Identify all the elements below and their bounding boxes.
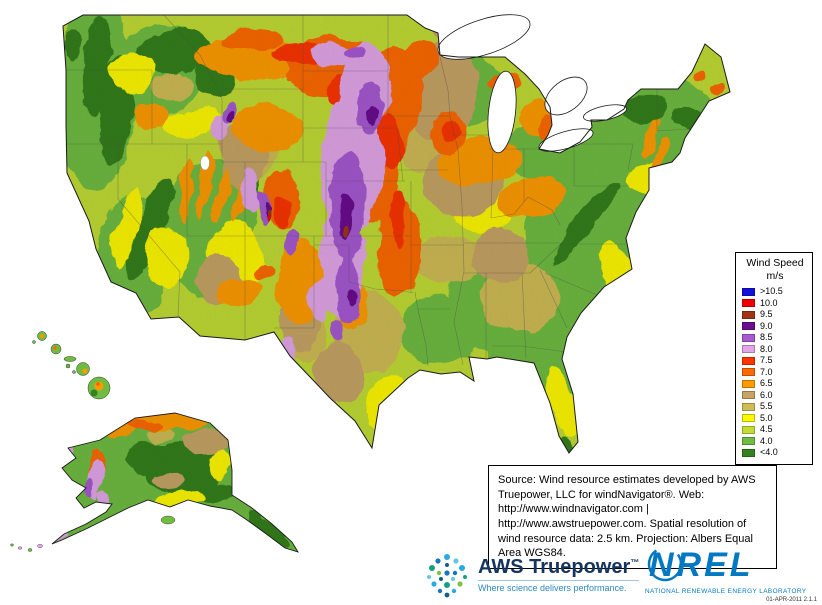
legend-swatch — [742, 368, 755, 377]
state-borders — [64, 15, 689, 367]
legend-entry: 4.0 — [742, 436, 808, 448]
nrel-wordmark: NREL — [649, 546, 754, 584]
great-salt-lake — [200, 155, 210, 171]
legend-swatch — [742, 391, 755, 400]
alaska-outline — [51, 412, 299, 553]
legend-label: 6.0 — [760, 389, 773, 400]
legend-swatch — [742, 379, 755, 388]
aws-trademark: ™ — [630, 557, 640, 568]
map-version-text: 01-APR-2011 2.1.1 — [766, 597, 817, 603]
legend-label: 9.0 — [760, 320, 773, 331]
lower48-region — [62, 14, 731, 454]
legend-entry: 6.0 — [742, 390, 808, 402]
lake-michigan — [487, 70, 517, 154]
nrel-logo: NREL NATIONAL RENEWABLE ENERGY LABORATOR… — [645, 542, 817, 603]
aws-tagline: Where science delivers performance. — [478, 580, 640, 593]
legend-label: <4.0 — [760, 447, 778, 458]
legend-entries: >10.5 10.0 9.5 9.0 8.5 8.0 7.5 7.0 6.5 6.0 5.5 5.0 4… — [742, 286, 808, 459]
aws-dots-icon — [427, 554, 467, 598]
legend-label: 4.5 — [760, 424, 773, 435]
aws-wordmark: AWS Truepower™ — [478, 556, 640, 578]
legend-entry: 8.5 — [742, 332, 808, 344]
legend-label: 4.0 — [760, 435, 773, 446]
aws-text-block: AWS Truepower™ Where science delivers pe… — [478, 556, 640, 593]
legend-entry: 9.5 — [742, 309, 808, 321]
legend-entry: >10.5 — [742, 286, 808, 298]
legend-entry: 6.5 — [742, 378, 808, 390]
lower48-outline — [62, 14, 731, 454]
legend-swatch — [742, 425, 755, 434]
legend-label: 10.0 — [760, 297, 778, 308]
lake-superior — [437, 14, 531, 60]
legend-swatch — [742, 437, 755, 446]
legend-label: 8.5 — [760, 332, 773, 343]
kodiak-island — [160, 515, 176, 525]
legend-label: 5.0 — [760, 412, 773, 423]
source-text: Source: Wind resource estimates develope… — [498, 474, 756, 560]
nrel-subtitle: NATIONAL RENEWABLE ENERGY LABORATORY — [645, 588, 807, 595]
legend-swatch — [742, 345, 755, 354]
legend-title-text: Wind Speed — [746, 257, 804, 269]
legend-entry: 8.0 — [742, 344, 808, 356]
legend-title: Wind Speed m/s — [742, 257, 808, 282]
legend-swatch — [742, 356, 755, 365]
legend-label: 9.5 — [760, 309, 773, 320]
legend-entry: 7.5 — [742, 355, 808, 367]
lake-huron — [544, 76, 588, 116]
legend-entry: 10.0 — [742, 298, 808, 310]
legend-swatch — [742, 448, 755, 457]
alaska-region — [10, 412, 299, 553]
nrel-wordmark-svg: NREL — [647, 546, 754, 584]
legend-unit: m/s — [766, 269, 784, 282]
legend-label: 7.5 — [760, 355, 773, 366]
legend-entry: 7.0 — [742, 367, 808, 379]
legend-entry: 5.5 — [742, 401, 808, 413]
legend-entry: 4.5 — [742, 424, 808, 436]
legend-label: >10.5 — [760, 286, 783, 297]
legend-label: 5.5 — [760, 401, 773, 412]
legend-swatch — [742, 333, 755, 342]
legend-swatch — [742, 299, 755, 308]
legend-swatch — [742, 287, 755, 296]
legend-entry: 9.0 — [742, 321, 808, 333]
hawaii-region — [32, 331, 111, 400]
legend-label: 8.0 — [760, 343, 773, 354]
legend-entry: <4.0 — [742, 447, 808, 459]
legend-swatch — [742, 322, 755, 331]
aws-truepower-logo: AWS Truepower™ Where science delivers pe… — [424, 551, 640, 599]
legend-swatch — [742, 414, 755, 423]
legend-label: 7.0 — [760, 366, 773, 377]
legend-swatch — [742, 310, 755, 319]
legend-entry: 5.0 — [742, 413, 808, 425]
aleutian-islands — [10, 515, 176, 552]
legend-box: Wind Speed m/s >10.5 10.0 9.5 9.0 8.5 8.0 7.5 7… — [735, 252, 813, 465]
source-box: Source: Wind resource estimates develope… — [488, 465, 777, 569]
legend-label: 6.5 — [760, 378, 773, 389]
legend-swatch — [742, 402, 755, 411]
